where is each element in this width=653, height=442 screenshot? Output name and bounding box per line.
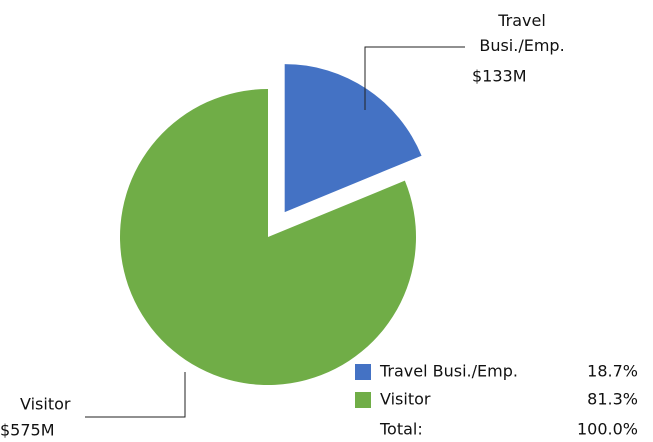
callout-value: $575M [0,421,55,440]
legend-total-value: 100.0% [577,420,638,439]
legend-label: Travel Busi./Emp. [379,362,518,381]
callout-name: Visitor [20,395,71,414]
legend-label: Visitor [380,390,431,409]
callout-line [364,46,465,110]
legend-percent: 81.3% [587,390,638,409]
pie-slice [284,64,422,213]
pie-slice [120,89,416,385]
callout-line [85,372,186,418]
legend-percent: 18.7% [587,362,638,381]
legend-total-label: Total: [379,420,423,439]
callout-name: Travel Busi./Emp. [479,11,565,55]
legend-swatch [355,364,371,380]
callout-value: $133M [472,67,527,86]
legend-swatch [355,392,371,408]
